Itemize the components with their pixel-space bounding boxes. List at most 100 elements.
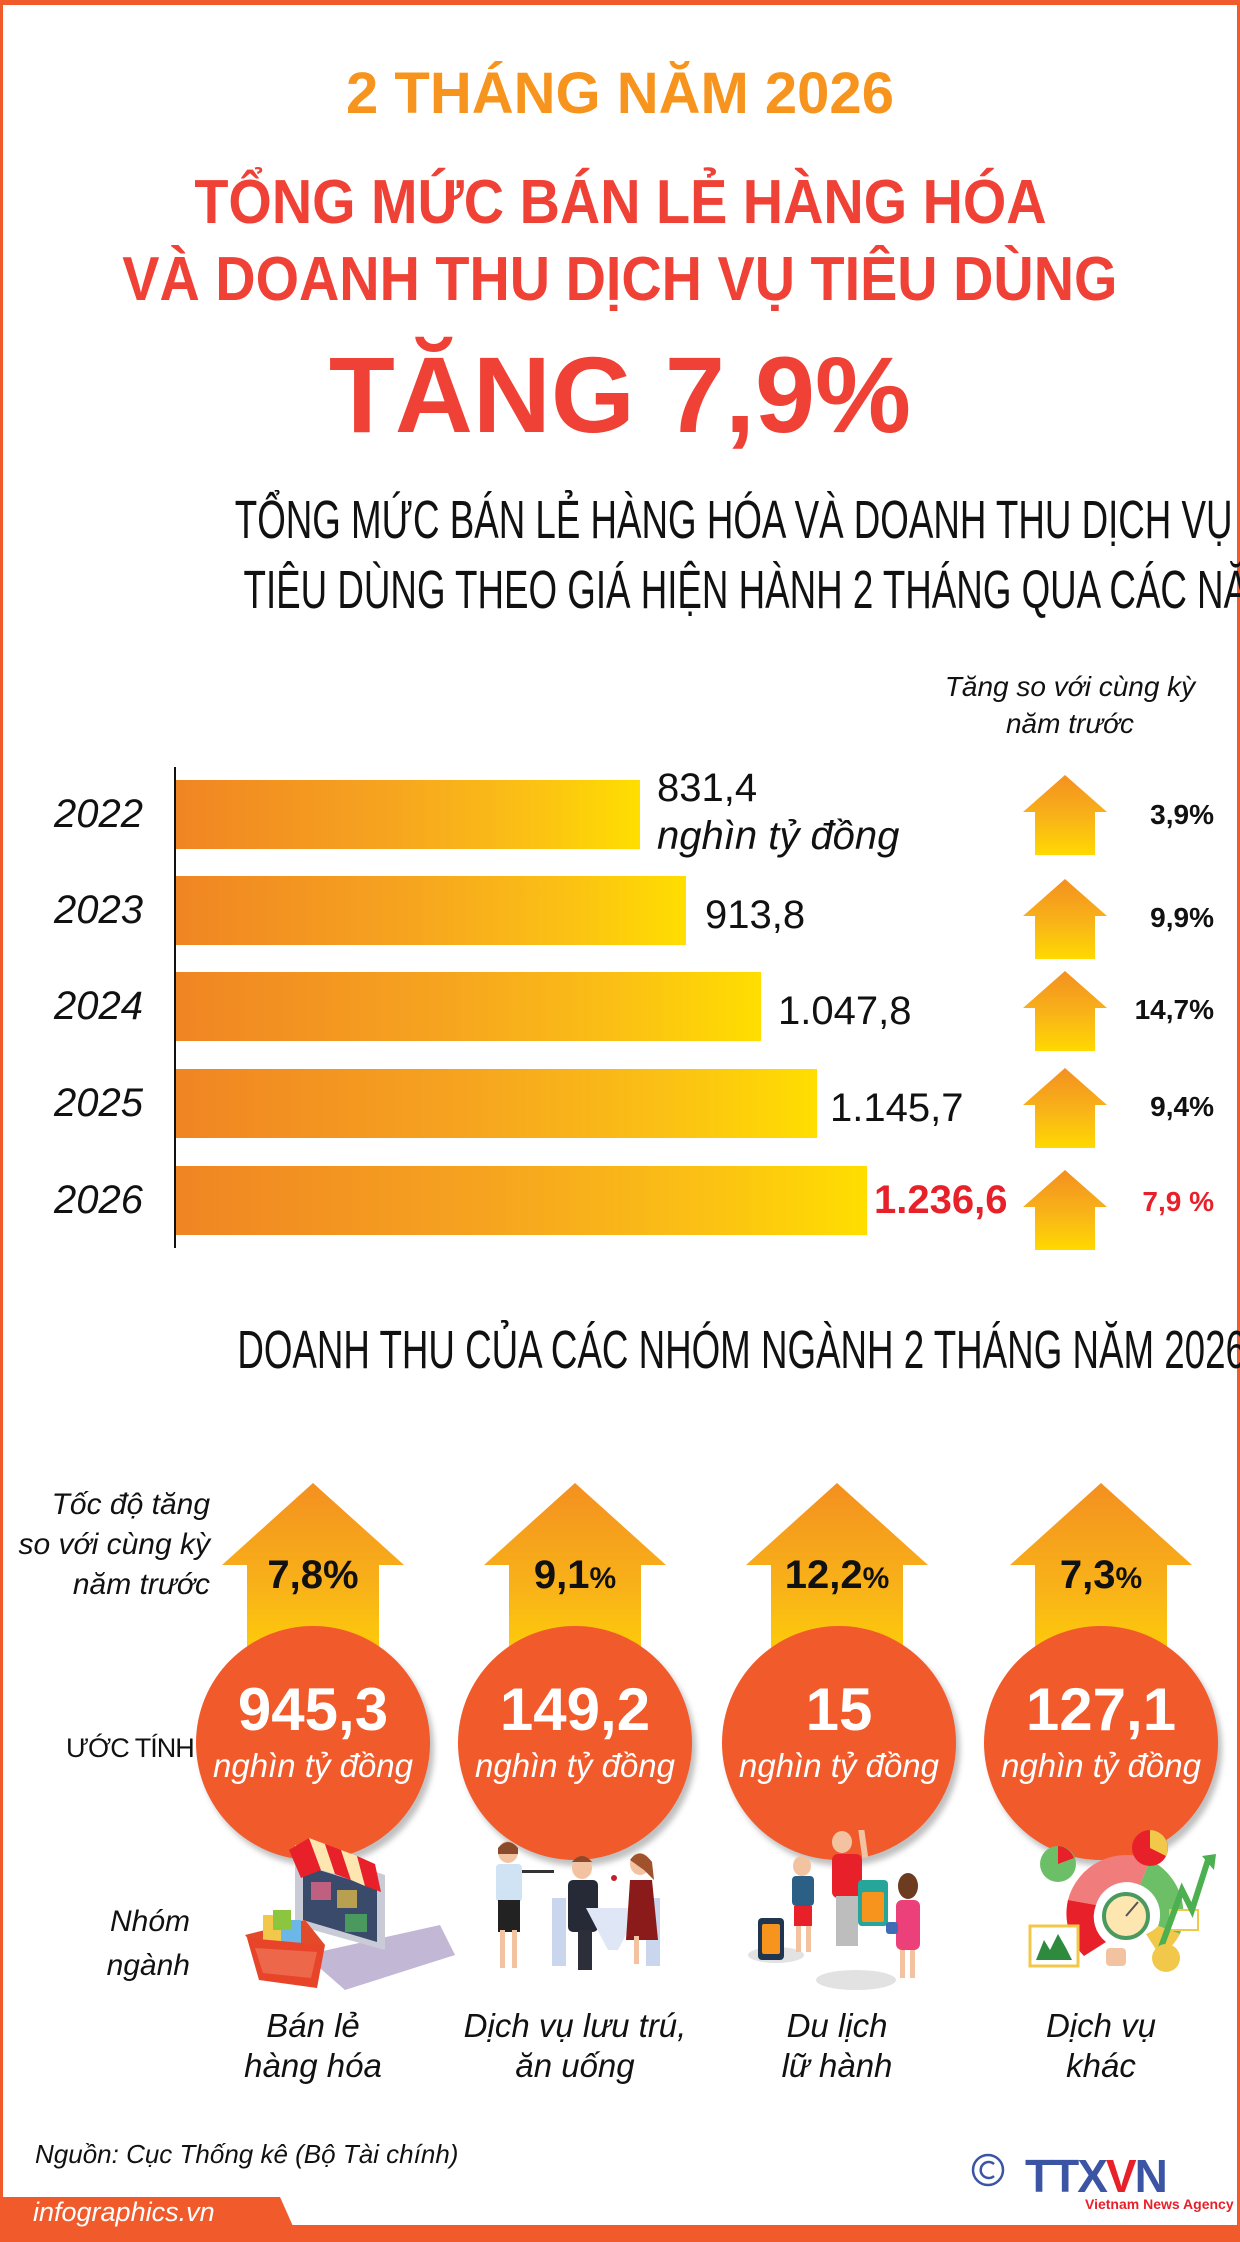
yoy-header-line2: năm trước: [1005, 708, 1135, 739]
year-label: 2025: [54, 1081, 143, 1125]
section2-title-text: DOANH THU CỦA CÁC NHÓM NGÀNH 2 THÁNG NĂM…: [237, 1320, 1240, 1380]
group-growth-sign: %: [862, 1562, 890, 1595]
group-growth: 9,1%: [484, 1553, 666, 1601]
logo-text-ttx: TTX: [1025, 2150, 1108, 2202]
group-value: 945,3: [237, 1676, 389, 1743]
group-label: Nhóm ngành: [10, 1900, 190, 1988]
group-value: 15: [805, 1676, 873, 1743]
growth-label-line2: so với cùng kỳ: [18, 1528, 210, 1561]
year-label: 2026: [54, 1178, 143, 1222]
group-growth: 7,3%: [1010, 1553, 1192, 1601]
growth-arrow-icon: [222, 1483, 404, 1683]
group-label-line1: Nhóm: [109, 1905, 190, 1938]
category-line2: lữ hành: [781, 2047, 893, 2084]
estimate-label: ƯỚC TÍNH: [66, 1733, 195, 1763]
category-label: Dịch vụ lưu trú, ăn uống: [445, 2006, 705, 2086]
group-growth-sign: %: [323, 1553, 359, 1597]
up-arrow-icon: [1023, 1170, 1107, 1250]
up-arrow-icon: [1023, 879, 1107, 959]
up-arrow-icon: [1023, 1068, 1107, 1148]
category-line1: Du lịch: [786, 2007, 888, 2044]
site-link[interactable]: infographics.vn: [33, 2197, 215, 2227]
group-value: 149,2: [499, 1676, 651, 1743]
category-label: Bán lẻ hàng hóa: [183, 2006, 443, 2086]
logo-text-v: V: [1105, 2150, 1137, 2202]
group-growth-number: 7,8: [267, 1553, 324, 1597]
year-label: 2023: [54, 888, 143, 932]
chart-title-line2-text: TIÊU DÙNG THEO GIÁ HIỆN HÀNH 2 THÁNG QUA…: [243, 560, 1240, 620]
chart-title-line1-text: TỔNG MỨC BÁN LẺ HÀNG HÓA VÀ DOANH THU DỊ…: [234, 490, 1233, 550]
group-value-circle: 127,1 nghìn tỷ đồng: [984, 1626, 1218, 1860]
growth-rate-label: Tốc độ tăng so với cùng kỳ năm trước: [10, 1485, 210, 1605]
group-growth-number: 9,1: [533, 1553, 590, 1597]
yoy-header-line1: Tăng so với cùng kỳ: [944, 671, 1196, 702]
growth-value: 14,7%: [1134, 994, 1214, 1025]
logo-text-n: N: [1134, 2150, 1168, 2202]
group-unit: nghìn tỷ đồng: [475, 1747, 675, 1784]
restaurant-dining-icon: [496, 1841, 660, 1970]
category-label: Du lịch lữ hành: [707, 2006, 967, 2086]
bar-value: 1.047,8: [778, 989, 912, 1033]
group-unit: nghìn tỷ đồng: [739, 1747, 939, 1784]
group-value: 127,1: [1025, 1676, 1177, 1743]
bar-2024: [176, 972, 761, 1041]
group-growth: 7,8%: [222, 1553, 404, 1597]
travel-tourists-icon: [748, 1830, 920, 1990]
period-title: 2 THÁNG NĂM 2026: [346, 61, 894, 126]
chart-axis-line: [174, 767, 176, 1248]
growth-value: 9,9%: [1150, 902, 1214, 933]
main-title-line1: TỔNG MỨC BÁN LẺ HÀNG HÓA: [0, 170, 1240, 236]
bar-2026: [176, 1166, 867, 1235]
yoy-column-header: Tăng so với cùng kỳ năm trước: [900, 668, 1240, 742]
bar-value-highlight: 1.236,6: [874, 1178, 1008, 1222]
category-line2: hàng hóa: [244, 2047, 382, 2084]
growth-label-line3: năm trước: [72, 1568, 210, 1601]
group-unit: nghìn tỷ đồng: [213, 1747, 413, 1784]
group-unit: nghìn tỷ đồng: [1001, 1747, 1201, 1784]
bar-value: 831,4: [657, 766, 758, 810]
growth-arrow-icon: [1010, 1483, 1192, 1683]
category-line1: Dịch vụ: [1045, 2007, 1157, 2044]
bar-2022: [176, 780, 640, 849]
growth-value-highlight: 7,9 %: [1142, 1186, 1214, 1217]
category-line1: Bán lẻ: [266, 2007, 360, 2044]
growth-label-line1: Tốc độ tăng: [51, 1488, 210, 1521]
chart-title-line1: TỔNG MỨC BÁN LẺ HÀNG HÓA VÀ DOANH THU DỊ…: [0, 492, 1240, 548]
growth-value: 3,9%: [1150, 799, 1214, 830]
group-label-line2: ngành: [106, 1949, 190, 1982]
headline-growth: TĂNG 7,9%: [328, 334, 912, 455]
main-title-line1-text: TỔNG MỨC BÁN LẺ HÀNG HÓA: [193, 168, 1047, 237]
growth-arrow-icon: [484, 1483, 666, 1683]
group-growth: 12,2%: [746, 1553, 928, 1601]
chart-title-line2: TIÊU DÙNG THEO GIÁ HIỆN HÀNH 2 THÁNG QUA…: [0, 562, 1240, 618]
group-growth-sign: %: [1115, 1562, 1143, 1595]
growth-arrow-icon: [746, 1483, 928, 1683]
growth-value: 9,4%: [1150, 1091, 1214, 1122]
group-value-circle: 15 nghìn tỷ đồng: [722, 1626, 956, 1860]
up-arrow-icon: [1023, 775, 1107, 855]
year-label: 2022: [54, 792, 143, 836]
business-charts-icon: [1028, 1830, 1216, 1972]
category-label: Dịch vụ khác: [971, 2006, 1231, 2086]
agency-name: Vietnam News Agency: [1085, 2196, 1234, 2212]
section2-title: DOANH THU CỦA CÁC NHÓM NGÀNH 2 THÁNG NĂM…: [0, 1322, 1240, 1378]
year-label: 2024: [54, 984, 143, 1028]
shop-basket-icon: [245, 1838, 455, 1990]
footer-band: [0, 2225, 1240, 2242]
group-growth-number: 7,3: [1059, 1553, 1116, 1597]
group-growth-sign: %: [589, 1562, 617, 1595]
bar-unit: nghìn tỷ đồng: [657, 814, 900, 858]
category-line2: ăn uống: [515, 2047, 635, 2084]
copyright-icon: [971, 2153, 1005, 2187]
bar-2025: [176, 1069, 817, 1138]
main-title-line2: VÀ DOANH THU DỊCH VỤ TIÊU DÙNG: [0, 247, 1240, 313]
bar-value: 913,8: [705, 893, 806, 937]
group-value-circle: 149,2 nghìn tỷ đồng: [458, 1626, 692, 1860]
bar-2023: [176, 876, 686, 945]
ttxvn-logo: TTXVN: [1025, 2153, 1168, 2199]
group-value-circle: 945,3 nghìn tỷ đồng: [196, 1626, 430, 1860]
category-line2: khác: [1066, 2047, 1136, 2084]
source-note: Nguồn: Cục Thống kê (Bộ Tài chính): [35, 2139, 459, 2169]
category-line1: Dịch vụ lưu trú,: [463, 2007, 687, 2044]
